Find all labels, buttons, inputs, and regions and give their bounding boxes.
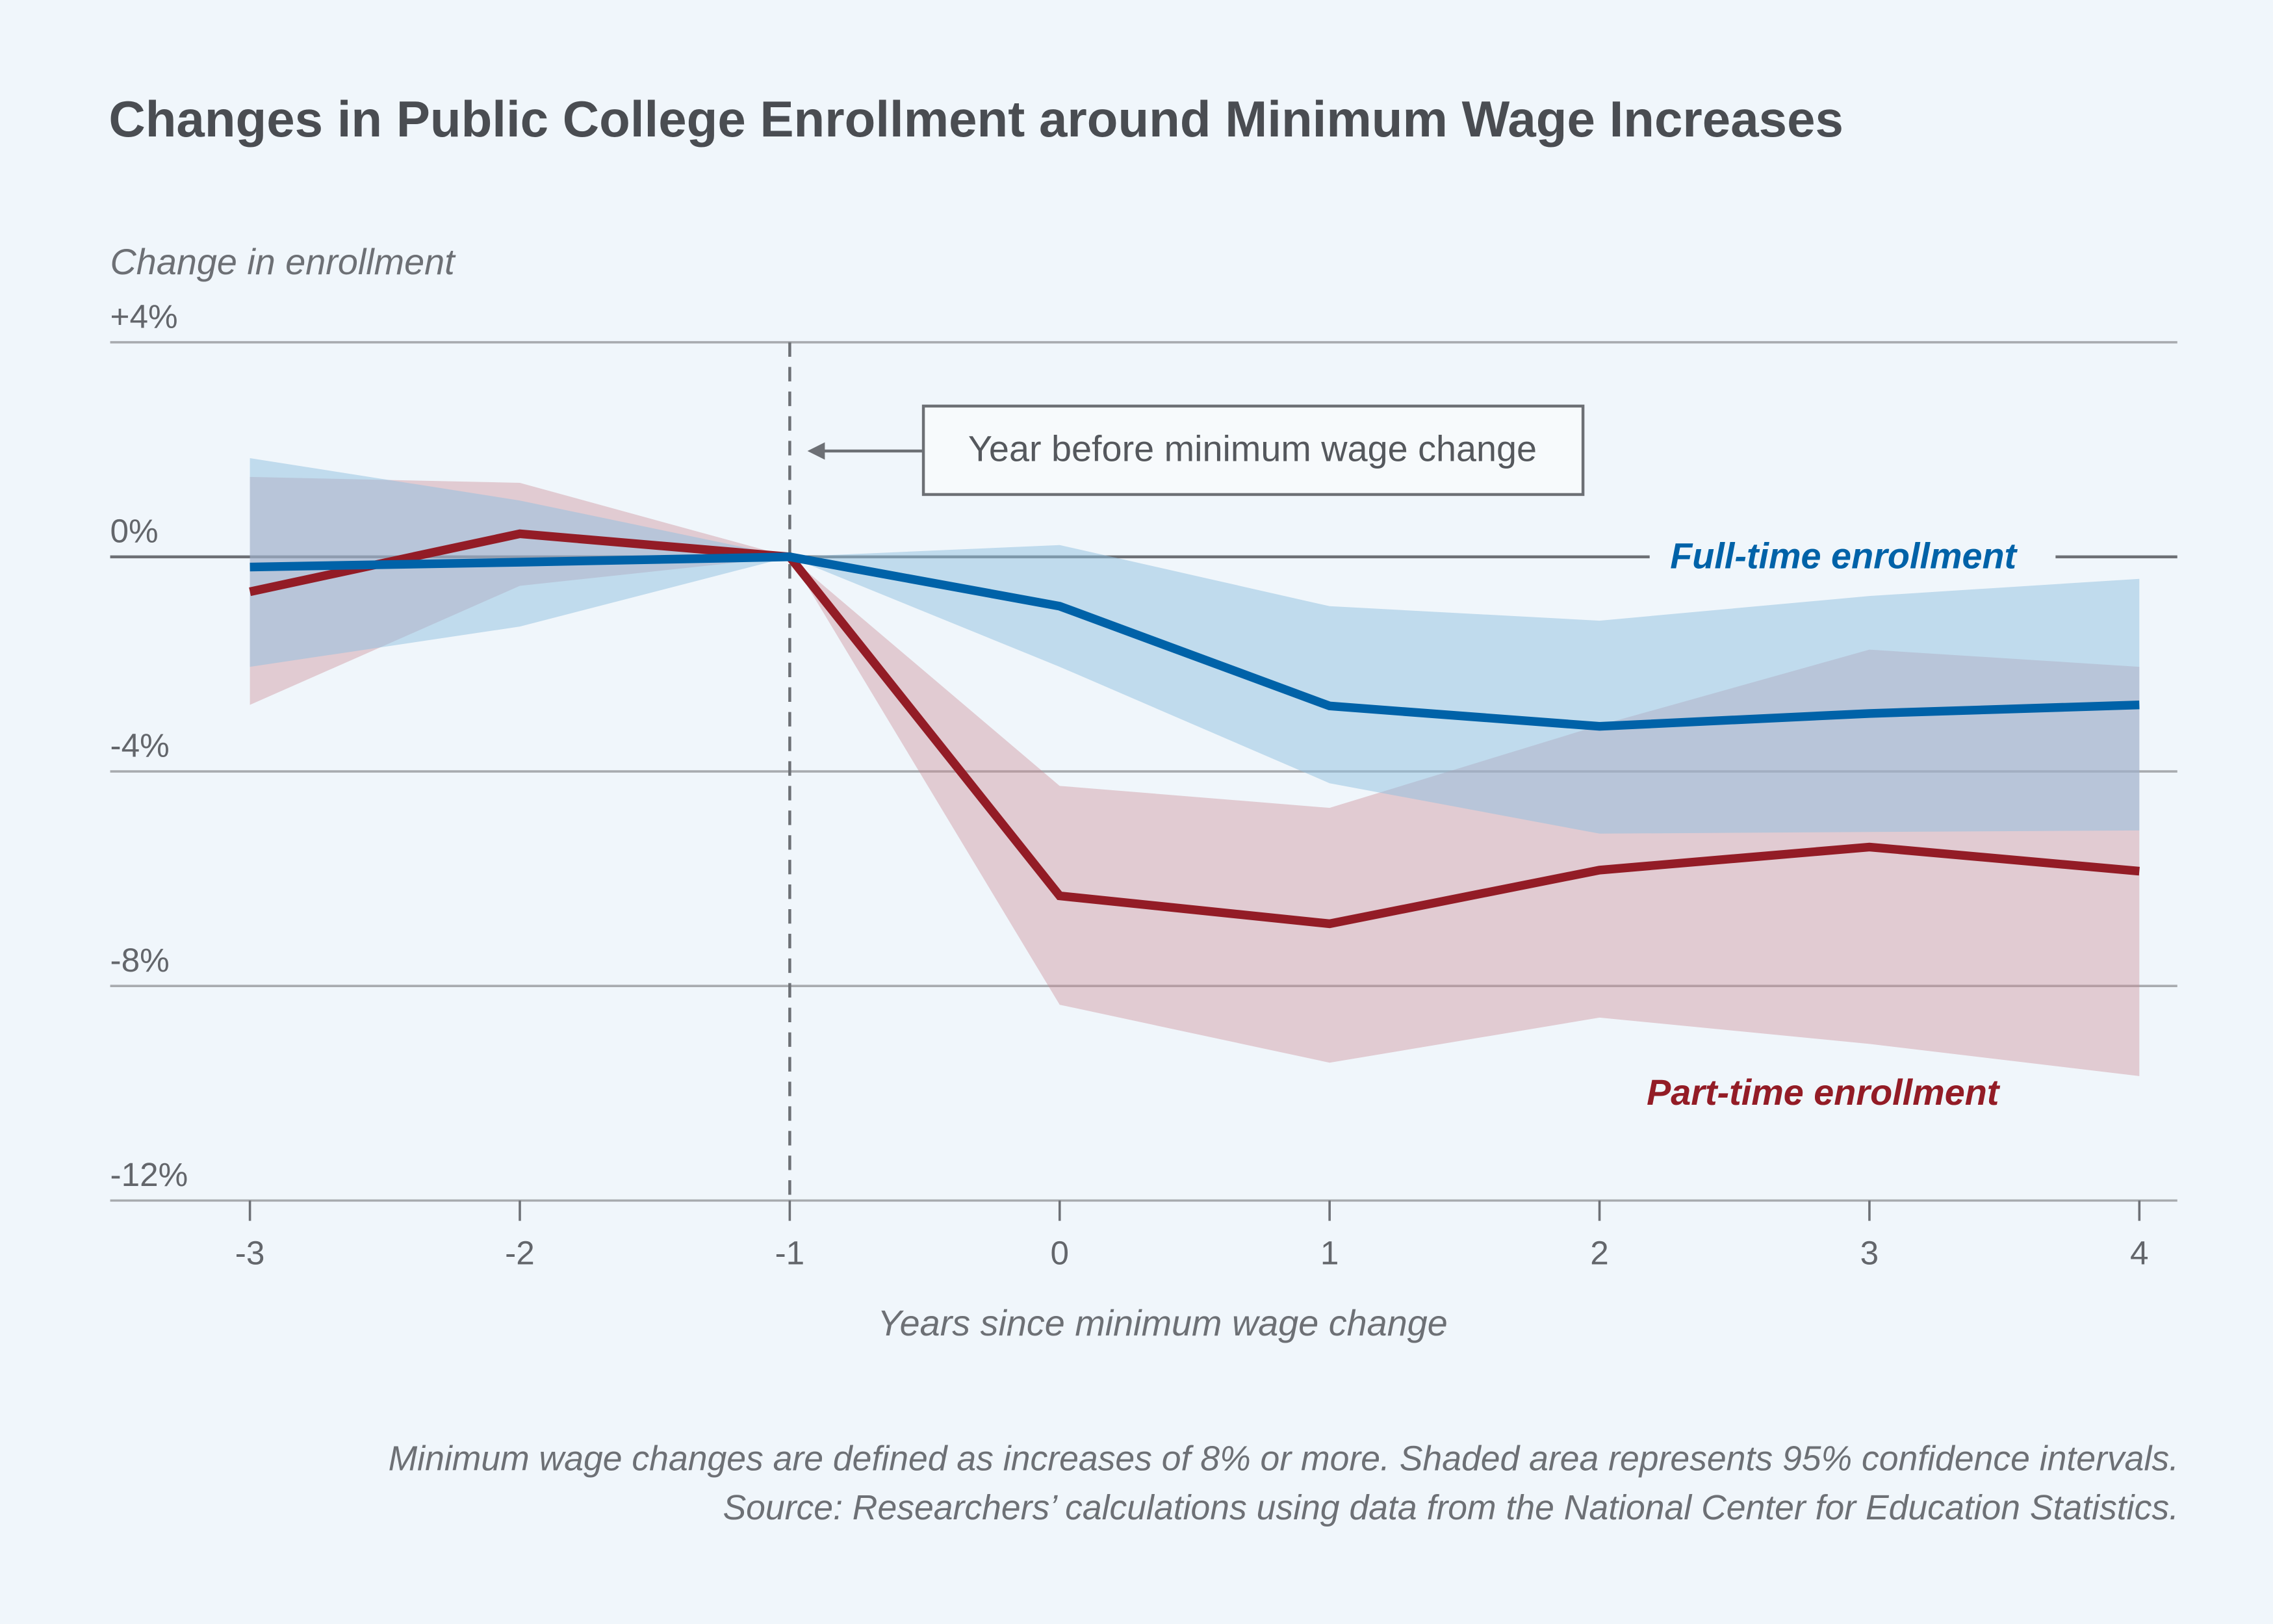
x-tick-label: 0: [1050, 1235, 1069, 1272]
x-tick-label: -1: [775, 1235, 805, 1272]
y-tick-label: 0%: [110, 513, 159, 550]
x-tick-label: 1: [1320, 1235, 1339, 1272]
annotation-text: Year before minimum wage change: [968, 429, 1537, 469]
y-tick-label: -4%: [110, 727, 170, 764]
annotation: Year before minimum wage change: [807, 404, 1585, 496]
confidence-band-part-time: [250, 476, 2140, 1076]
x-tick-label: 4: [2130, 1235, 2149, 1272]
gridlines: +4% 0% -4% -8% -12%: [110, 298, 2177, 1202]
x-axis-label: Years since minimum wage change: [878, 1303, 1448, 1343]
y-axis-label: Change in enrollment: [110, 242, 457, 282]
x-axis-ticks: -3 -2 -1 0 1 2 3 4: [235, 1200, 2149, 1272]
y-tick-label: +4%: [110, 298, 178, 335]
series-line-full-time: [250, 552, 2140, 731]
arrow-left-icon: [807, 442, 825, 460]
series-label-full-time: Full-time enrollment: [1670, 536, 2018, 576]
x-tick-label: -3: [235, 1235, 265, 1272]
series-label-part-time: Part-time enrollment: [1647, 1072, 2001, 1113]
chart-title: Changes in Public College Enrollment aro…: [109, 90, 1843, 148]
footnote: Minimum wage changes are defined as incr…: [389, 1439, 2179, 1478]
x-tick-label: 2: [1590, 1235, 1609, 1272]
source-note: Source: Researchers’ calculations using …: [723, 1489, 2179, 1527]
x-tick-label: 3: [1860, 1235, 1879, 1272]
label-mask: [1649, 530, 2056, 584]
annotation-box: [921, 404, 1585, 496]
x-tick-label: -2: [505, 1235, 535, 1272]
series-line-part-time: [249, 529, 2140, 929]
series-lines: [249, 529, 2140, 929]
y-tick-label: -8%: [110, 942, 170, 979]
y-tick-label: -12%: [110, 1156, 188, 1193]
